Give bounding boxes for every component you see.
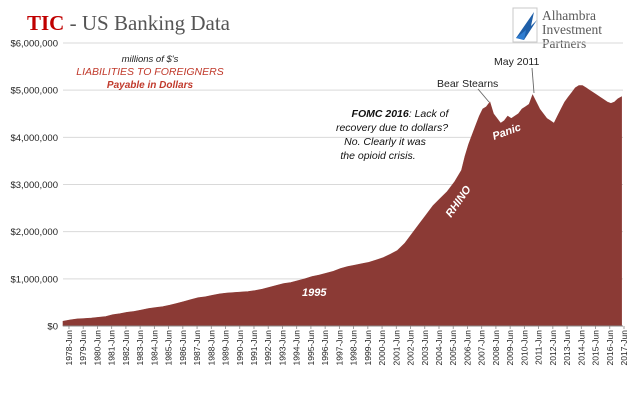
x-tick-label: 2011-Jun: [534, 330, 544, 365]
x-tick-label: 1990-Jun: [235, 330, 245, 366]
x-tick-label: 1988-Jun: [206, 330, 216, 366]
units-annotation: millions of $'s: [122, 54, 179, 65]
x-tick-label: 2014-Jun: [576, 330, 586, 366]
x-tick-label: 2000-Jun: [377, 330, 387, 366]
x-tick-label: 1984-Jun: [149, 330, 159, 366]
logo-line-2: Investment: [542, 22, 602, 37]
x-tick-label: 1987-Jun: [192, 330, 202, 366]
payable-annotation: Payable in Dollars: [107, 80, 194, 91]
x-tick-label: 2005-Jun: [448, 330, 458, 366]
x-tick-label: 1998-Jun: [349, 330, 359, 366]
fomc-annotation-line-4: the opioid crisis.: [340, 150, 415, 162]
x-tick-label: 2006-Jun: [462, 330, 472, 366]
alhambra-logo: Alhambra Investment Partners: [512, 7, 602, 51]
fomc-rest: : Lack of: [409, 108, 450, 120]
x-tick-label: 2003-Jun: [420, 330, 430, 366]
bear-stearns-annotation: Bear Stearns: [437, 78, 498, 90]
x-tick-label: 1997-Jun: [334, 330, 344, 366]
logo-line-1: Alhambra: [542, 8, 596, 23]
x-tick-label: 2015-Jun: [591, 330, 601, 366]
alhambra-bird-logo-icon: [512, 7, 538, 43]
x-axis: 1978-Jun 1979-Jun 1980-Jun 1981-Jun 1982-Jun…: [63, 325, 629, 366]
x-tick-label: 1991-Jun: [249, 330, 259, 366]
year-1995-label: 1995: [302, 287, 327, 299]
title-brand: TIC: [27, 11, 64, 35]
y-tick-label: $3,000,000: [10, 180, 58, 191]
x-tick-label: 1989-Jun: [221, 330, 231, 366]
y-tick-label: $5,000,000: [10, 86, 58, 97]
fomc-bold: FOMC 2016: [352, 108, 409, 120]
y-tick-label: $2,000,000: [10, 227, 58, 238]
x-tick-label: 2016-Jun: [605, 330, 615, 366]
x-tick-label: 1985-Jun: [164, 330, 174, 366]
x-tick-label: 2012-Jun: [548, 330, 558, 366]
y-tick-label: $4,000,000: [10, 133, 58, 144]
x-tick-label: 2013-Jun: [562, 330, 572, 366]
x-tick-label: 1982-Jun: [121, 330, 131, 366]
x-tick-label: 1995-Jun: [306, 330, 316, 366]
x-tick-label: 2002-Jun: [406, 330, 416, 366]
y-tick-label: $1,000,000: [10, 274, 58, 285]
area-series-path: [62, 85, 622, 327]
x-tick-label: 1993-Jun: [277, 330, 287, 366]
fomc-annotation-line-3: No. Clearly it was: [344, 136, 426, 148]
liabilities-annotation: LIABILITIES TO FOREIGNERS: [76, 66, 223, 78]
y-tick-label: $6,000,000: [10, 39, 58, 50]
y-axis: $0 $1,000,000 $2,000,000 $3,000,000 $4,000,0…: [10, 39, 58, 333]
title-rest: - US Banking Data: [64, 11, 230, 35]
y-tick-label: $0: [47, 322, 58, 333]
x-tick-label: 2004-Jun: [434, 330, 444, 366]
x-tick-label: 2008-Jun: [491, 330, 501, 366]
chart-title: TIC - US Banking Data: [27, 11, 231, 35]
x-tick-label: 2017-Jun: [619, 330, 629, 366]
x-tick-label: 1980-Jun: [92, 330, 102, 366]
x-tick-label: 1978-Jun: [64, 330, 74, 366]
x-tick-label: 2009-Jun: [505, 330, 515, 366]
x-tick-label: 1996-Jun: [320, 330, 330, 366]
x-tick-label: 1994-Jun: [292, 330, 302, 366]
may-2011-annotation: May 2011: [494, 56, 539, 68]
x-tick-label: 2010-Jun: [519, 330, 529, 366]
x-tick-label: 1986-Jun: [178, 330, 188, 366]
area-series: [62, 85, 622, 327]
fomc-annotation-line-2: recovery due to dollars?: [336, 122, 448, 134]
x-tick-label: 2001-Jun: [391, 330, 401, 366]
x-tick-label: 1981-Jun: [107, 330, 117, 366]
may-2011-pointer: [531, 67, 535, 94]
x-tick-label: 2007-Jun: [477, 330, 487, 366]
x-tick-label: 1992-Jun: [263, 330, 273, 366]
x-tick-label: 1979-Jun: [78, 330, 88, 366]
fomc-annotation-line-1: FOMC 2016: Lack of: [352, 108, 450, 120]
x-tick-label: 1999-Jun: [363, 330, 373, 366]
bear-stearns-pointer: [477, 88, 490, 103]
x-tick-label: 1983-Jun: [135, 330, 145, 366]
